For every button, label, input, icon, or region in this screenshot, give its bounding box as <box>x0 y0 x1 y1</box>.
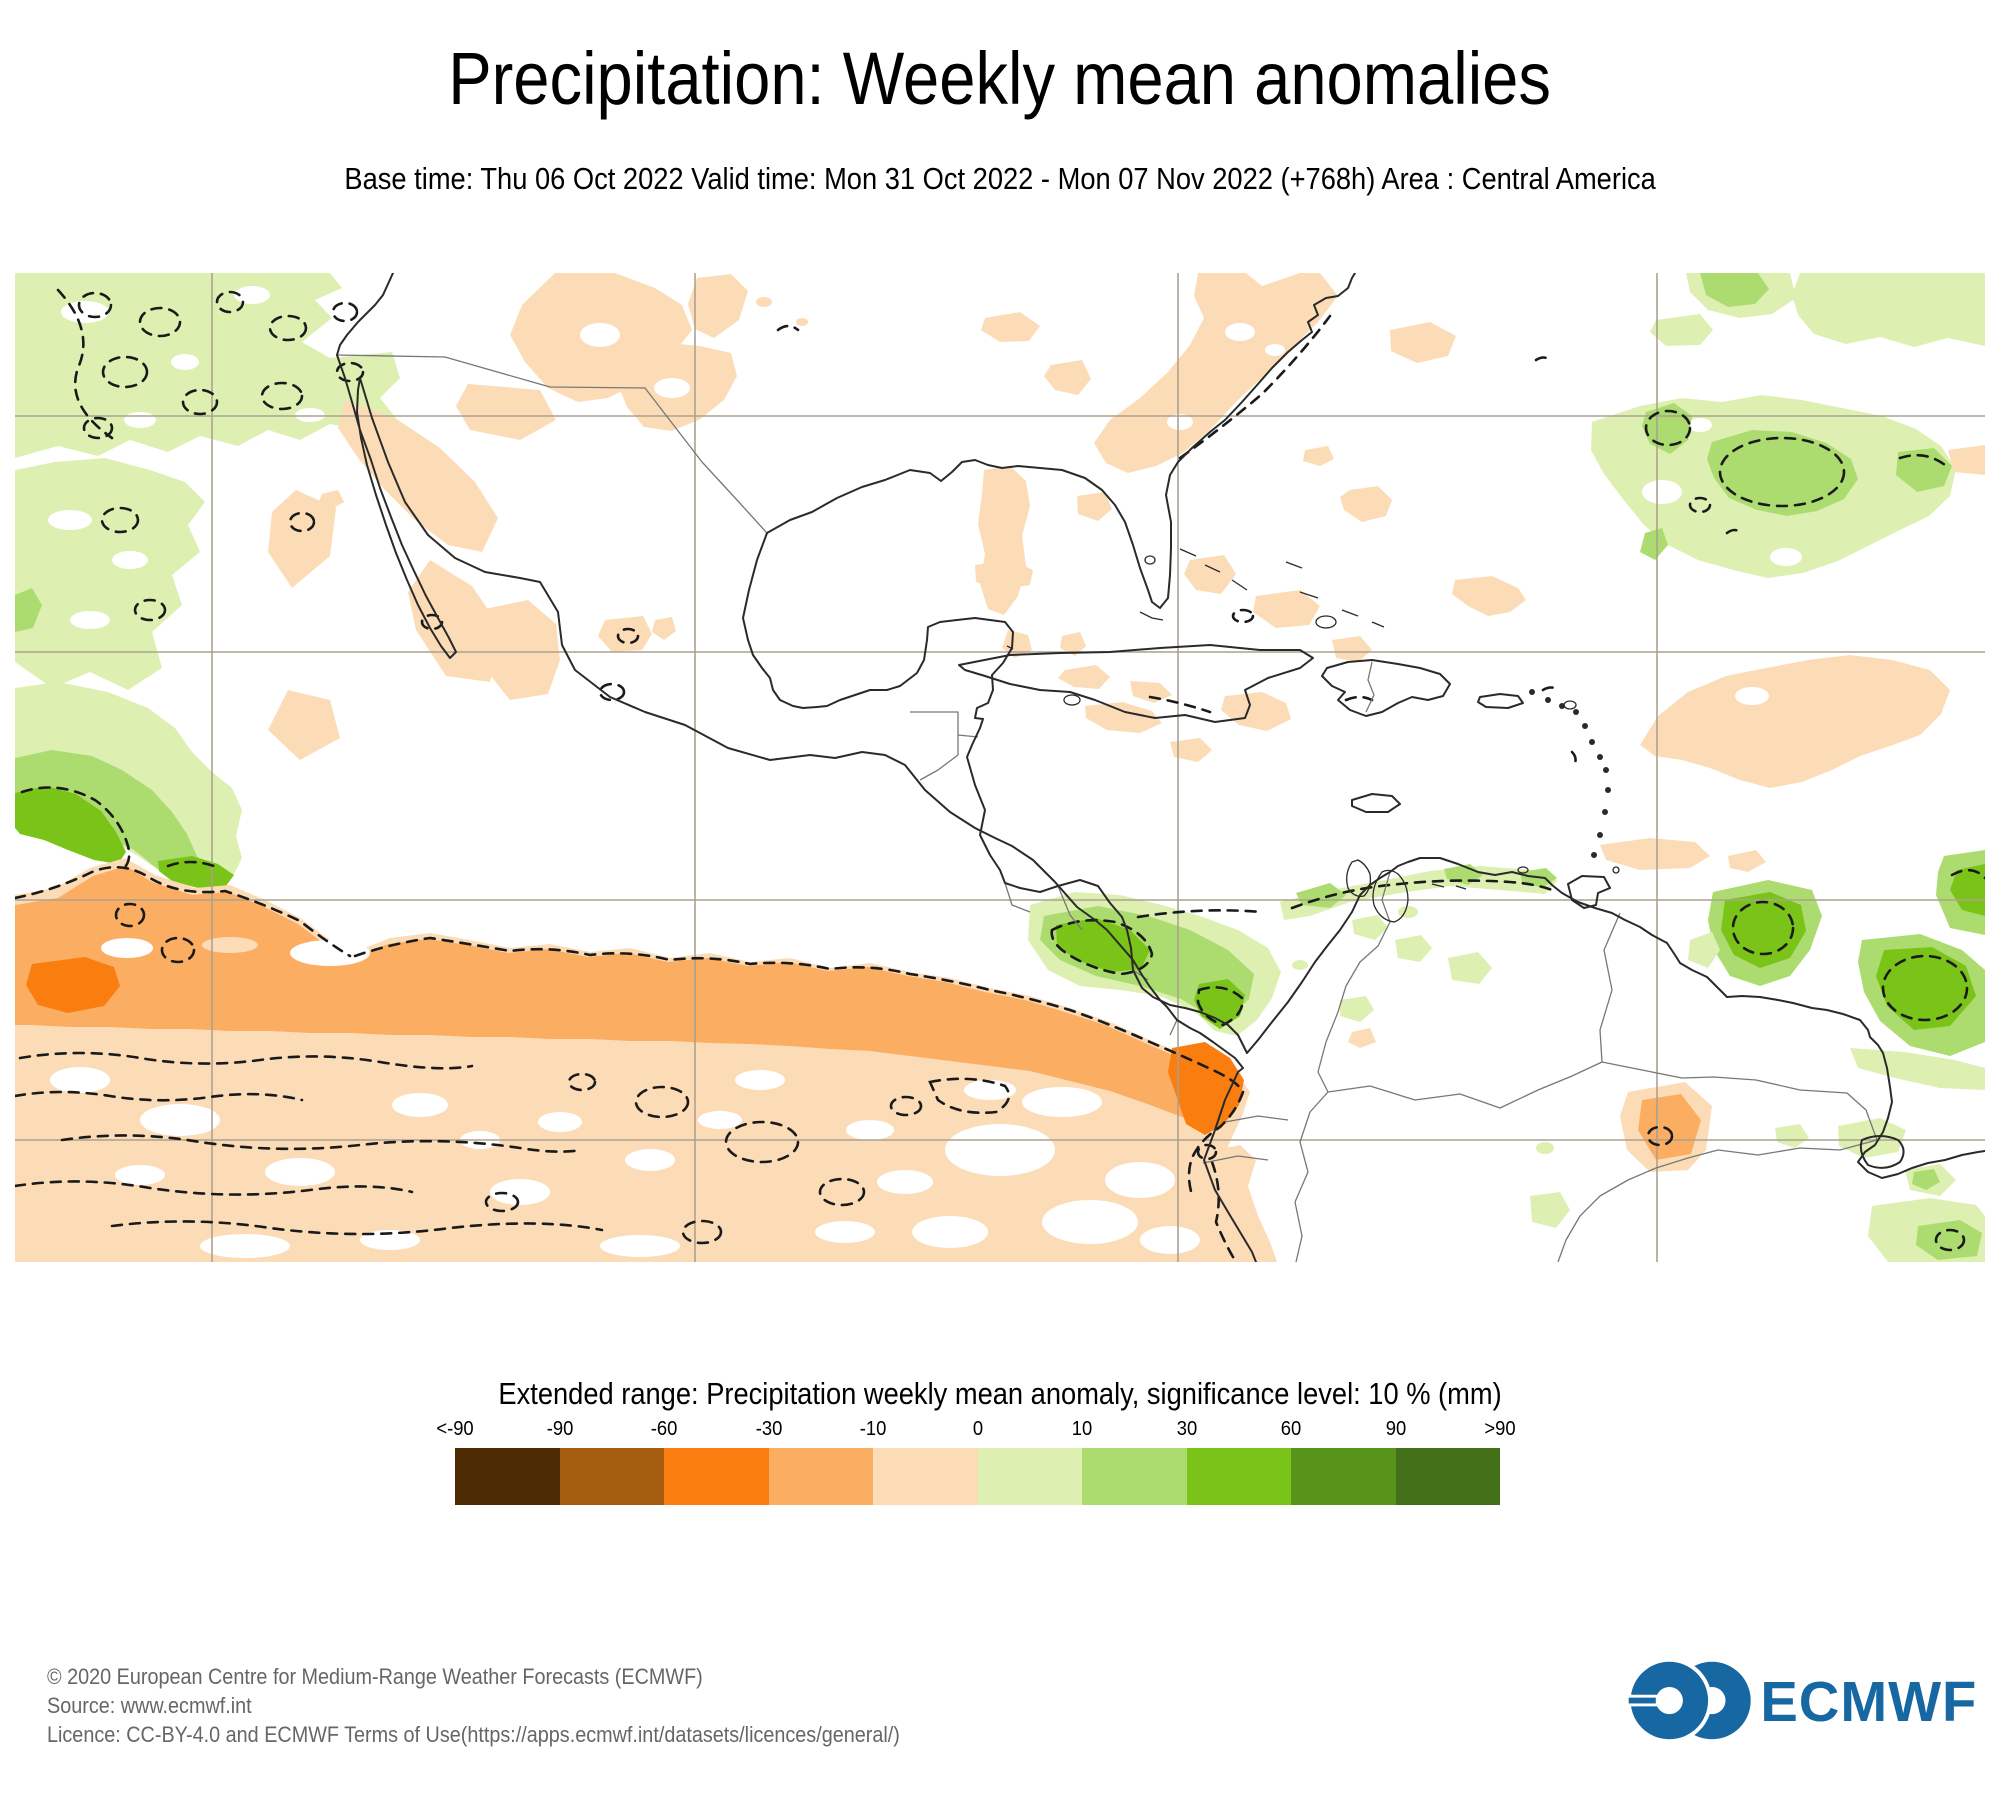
footer: © 2020 European Centre for Medium-Range … <box>47 1662 995 1749</box>
colorbar-tick-label: 60 <box>1280 1418 1302 1440</box>
footer-source-text: Source: www.ecmwf.int <box>47 1693 252 1718</box>
colorbar-tick-label: -60 <box>650 1418 678 1440</box>
colorbar-tick-label: >90 <box>1484 1418 1516 1440</box>
colorbar-cell <box>873 1448 978 1505</box>
colorbar-cell <box>1082 1448 1187 1505</box>
colorbar-cell <box>664 1448 769 1505</box>
colorbar-tick-label: <-90 <box>436 1418 474 1440</box>
political-borders <box>336 354 1878 1262</box>
anomaly-map <box>15 273 1985 1262</box>
colorbar-cell <box>455 1448 560 1505</box>
ecmwf-logo-text: ECMWF <box>1760 1670 1977 1733</box>
colorbar-tick-label: 0 <box>972 1418 983 1440</box>
legend-title: Extended range: Precipitation weekly mea… <box>0 1376 2000 1412</box>
footer-licence-text: Licence: CC-BY-4.0 and ECMWF Terms of Us… <box>47 1722 900 1747</box>
colorbar-tick-label: -30 <box>755 1418 782 1440</box>
ecmwf-logo-graphic: ECMWF <box>1628 1657 1977 1744</box>
colorbar-tick-label: -90 <box>546 1418 573 1440</box>
colorbar-cell <box>977 1448 1082 1505</box>
map-canvas <box>15 273 1985 1262</box>
colorbar-tick-label: 30 <box>1176 1418 1197 1440</box>
footer-copyright-text: © 2020 European Centre for Medium-Range … <box>47 1664 703 1689</box>
footer-licence: Licence: CC-BY-4.0 and ECMWF Terms of Us… <box>47 1720 995 1749</box>
graticule <box>15 273 1985 1262</box>
colorbar-tick-label: -10 <box>859 1418 887 1440</box>
colorbar-cell <box>1395 1448 1500 1505</box>
colorbar-cell <box>1291 1448 1396 1505</box>
page-title-text: Precipitation: Weekly mean anomalies <box>448 37 1552 120</box>
colorbar-cell <box>559 1448 664 1505</box>
page-subtitle: Base time: Thu 06 Oct 2022 Valid time: M… <box>0 162 2000 196</box>
significance-contours <box>15 288 1985 1262</box>
colorbar-cell <box>768 1448 873 1505</box>
colorbar <box>455 1448 1500 1505</box>
colorbar-ticks: <-90 -90 -60 -30 -10 0 10 30 60 90 >90 <box>436 1418 1515 1442</box>
page-title: Precipitation: Weekly mean anomalies <box>0 40 2000 118</box>
colorbar-cell <box>1186 1448 1291 1505</box>
page-subtitle-text: Base time: Thu 06 Oct 2022 Valid time: M… <box>344 161 1656 196</box>
coastlines <box>336 273 1985 1262</box>
colorbar-tick-label: 90 <box>1385 1418 1406 1440</box>
ecmwf-logo-mark <box>1628 1657 1751 1744</box>
colorbar-tick-label: 10 <box>1071 1418 1093 1440</box>
footer-source: Source: www.ecmwf.int <box>47 1691 995 1720</box>
ecmwf-logo: ECMWF <box>1628 1656 1978 1748</box>
footer-copyright: © 2020 European Centre for Medium-Range … <box>47 1662 995 1691</box>
legend-title-text: Extended range: Precipitation weekly mea… <box>498 1376 1502 1411</box>
